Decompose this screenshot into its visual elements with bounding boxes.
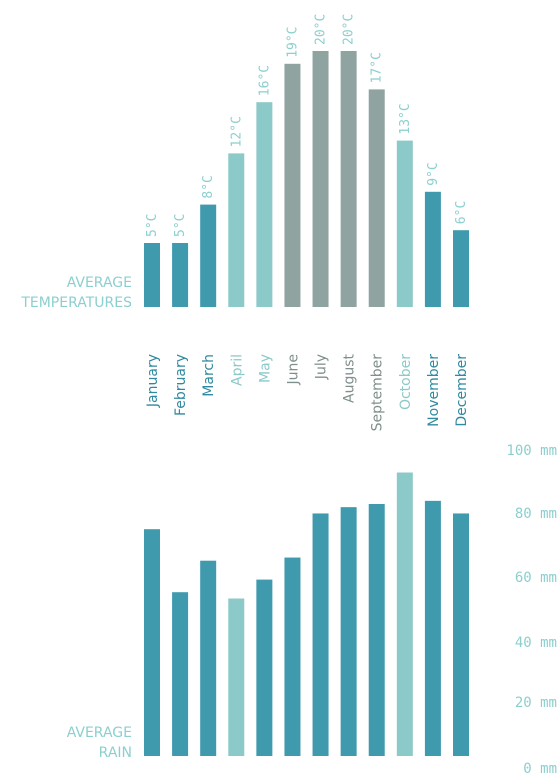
rain-bar — [284, 557, 301, 756]
temperature-bar — [284, 63, 301, 307]
rain-title-line: RAIN — [99, 745, 132, 761]
rain-bar — [200, 560, 217, 756]
temperature-data-label: 8°C — [201, 175, 216, 198]
rain-bar — [172, 592, 189, 756]
rain-title-line: AVERAGE — [67, 725, 132, 741]
temperature-bars — [144, 51, 469, 308]
rain-bar — [340, 507, 357, 756]
month-axis-labels: January February March April May June July Augu… — [145, 353, 470, 431]
temperature-bar — [228, 153, 245, 307]
temperature-bar — [340, 51, 357, 307]
temperature-title-line: AVERAGE — [67, 275, 132, 291]
month-label: August — [342, 353, 358, 403]
rain-bar — [228, 598, 245, 756]
temperature-bar — [144, 243, 160, 307]
month-label: April — [229, 354, 245, 386]
month-label: May — [257, 354, 273, 383]
temperature-data-label: 17°C — [370, 52, 385, 83]
rain-bar — [424, 500, 441, 756]
month-label: December — [454, 354, 470, 427]
temperature-data-label: 20°C — [314, 14, 329, 45]
month-label: September — [370, 354, 386, 432]
temperature-bar — [424, 191, 441, 307]
rain-bar — [368, 504, 385, 756]
temperature-data-label: 13°C — [398, 103, 413, 134]
temperature-title-line: TEMPERATURES — [20, 295, 132, 311]
rain-y-tick-label: 100 mm — [506, 443, 557, 459]
temperature-bar — [312, 51, 329, 307]
rain-bar — [396, 472, 413, 756]
temperature-data-labels: 5°C 5°C 8°C 12°C 16°C 19°C 20°C 20°C 17°C 13°C 9°C… — [145, 14, 469, 237]
temperature-data-label: 16°C — [257, 65, 272, 96]
rain-y-tick-label: 60 mm — [515, 570, 557, 586]
month-label: January — [145, 354, 161, 408]
rain-bar — [256, 579, 273, 756]
rain-y-tick-label: 40 mm — [515, 635, 557, 651]
temperature-data-label: 20°C — [342, 14, 357, 45]
temperature-bar — [368, 89, 385, 308]
rain-chart-title: AVERAGE RAIN — [67, 725, 132, 761]
temperature-bar — [256, 102, 273, 307]
month-label: February — [173, 354, 189, 416]
month-label: October — [398, 354, 414, 410]
rain-bar — [312, 513, 329, 756]
rain-bar — [453, 513, 469, 756]
rain-y-tick-label: 80 mm — [515, 506, 557, 522]
temperature-bar — [200, 204, 217, 307]
month-label: June — [285, 354, 301, 386]
rain-y-axis-ticks: 100 mm 80 mm 60 mm 40 mm 20 mm 0 mm — [506, 443, 557, 777]
temperature-data-label: 5°C — [173, 214, 188, 237]
rain-bar — [144, 529, 160, 756]
temperature-bar — [453, 230, 469, 307]
temperature-bar — [396, 140, 413, 307]
rain-y-tick-label: 20 mm — [515, 695, 557, 711]
temperature-data-label: 9°C — [426, 162, 441, 185]
temperature-chart-title: AVERAGE TEMPERATURES — [20, 275, 132, 311]
rain-bars — [144, 472, 469, 756]
month-label: July — [314, 354, 330, 380]
month-label: March — [201, 354, 217, 397]
temperature-data-label: 6°C — [454, 201, 469, 224]
rain-y-tick-label: 0 mm — [523, 761, 557, 777]
temperature-data-label: 5°C — [145, 214, 160, 237]
temperature-bar — [172, 243, 189, 307]
temperature-data-label: 19°C — [285, 26, 300, 57]
month-label: November — [426, 354, 442, 427]
temperature-data-label: 12°C — [229, 116, 244, 147]
